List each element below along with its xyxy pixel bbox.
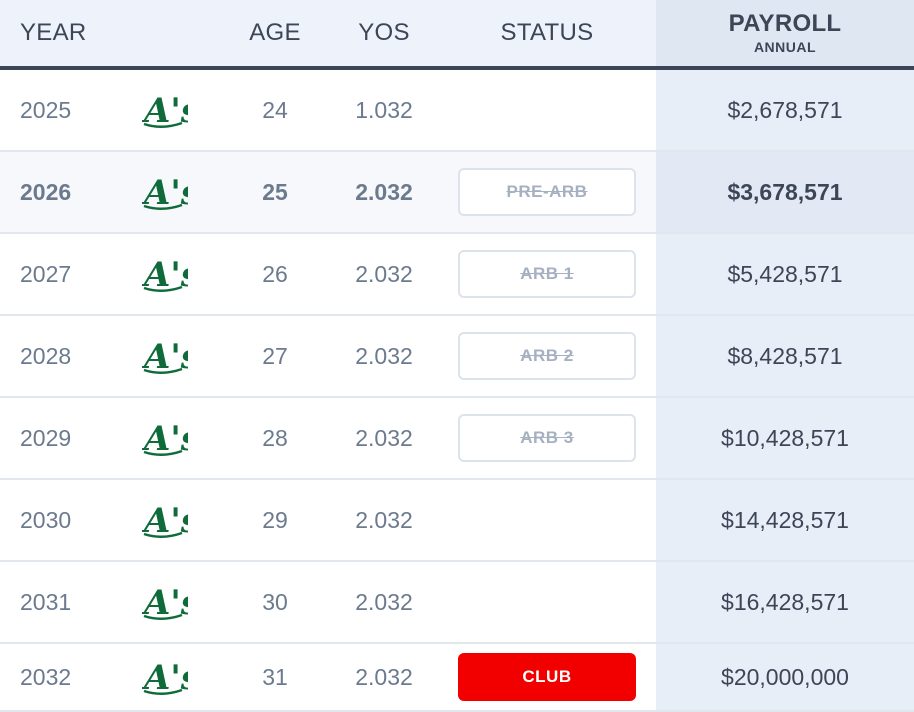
status-cell: CLUB	[458, 644, 636, 710]
year-cell: 2031	[20, 588, 72, 615]
age-cell: 29	[262, 506, 288, 533]
age-cell: 26	[262, 260, 288, 287]
age-cell: 24	[262, 96, 288, 123]
payroll-header-label: PAYROLL	[728, 10, 842, 37]
payroll-cell: $20,000,000	[721, 663, 849, 690]
status-cell	[458, 480, 636, 560]
payroll-cell: $5,428,571	[727, 260, 843, 287]
table-row: 2029 A's 28 2.032 ARB 3 $10,428,571	[0, 398, 914, 480]
year-cell: 2027	[20, 260, 72, 287]
table-row: 2025 A's 24 1.032 $2,678,571	[0, 70, 914, 152]
payroll-cell: $14,428,571	[721, 506, 849, 533]
athletics-logo-icon: A's	[142, 480, 188, 560]
yos-cell: 2.032	[355, 663, 413, 690]
table-row: 2028 A's 27 2.032 ARB 2 $8,428,571	[0, 316, 914, 398]
status-badge[interactable]: PRE-ARB	[458, 168, 636, 216]
yos-cell: 2.032	[355, 588, 413, 615]
status-badge[interactable]: ARB 3	[458, 414, 636, 462]
table-row: 2030 A's 29 2.032 $14,428,571	[0, 480, 914, 562]
status-cell: ARB 1	[458, 234, 636, 314]
age-cell: 31	[262, 663, 288, 690]
athletics-logo-icon: A's	[142, 562, 188, 642]
payroll-column-header[interactable]: PAYROLL ANNUAL	[656, 0, 914, 66]
athletics-logo-icon: A's	[142, 398, 188, 478]
athletics-logo-icon: A's	[142, 152, 188, 232]
table-header: YEAR AGE YOS STATUS PAYROLL ANNUAL	[0, 0, 914, 70]
age-cell: 30	[262, 588, 288, 615]
payroll-cell: $10,428,571	[721, 424, 849, 451]
table-row: 2031 A's 30 2.032 $16,428,571	[0, 562, 914, 644]
year-cell: 2032	[20, 663, 72, 690]
status-badge[interactable]: CLUB	[458, 653, 636, 701]
status-badge[interactable]: ARB 1	[458, 250, 636, 298]
year-cell: 2030	[20, 506, 72, 533]
age-column-header[interactable]: AGE	[249, 19, 301, 46]
athletics-logo-icon: A's	[142, 316, 188, 396]
payroll-cell: $16,428,571	[721, 588, 849, 615]
year-cell: 2029	[20, 424, 72, 451]
payroll-column-background	[656, 0, 914, 712]
table-row: 2026 A's 25 2.032 PRE-ARB $3,678,571	[0, 152, 914, 234]
payroll-cell: $2,678,571	[727, 96, 843, 123]
year-cell: 2026	[20, 178, 72, 205]
payroll-cell: $3,678,571	[656, 152, 914, 232]
age-cell: 27	[262, 342, 288, 369]
status-cell	[458, 70, 636, 150]
athletics-logo-icon: A's	[142, 234, 188, 314]
table-row: 2027 A's 26 2.032 ARB 1 $5,428,571	[0, 234, 914, 316]
age-cell: 28	[262, 424, 288, 451]
yos-cell: 2.032	[355, 260, 413, 287]
status-cell: ARB 3	[458, 398, 636, 478]
payroll-header-sublabel: ANNUAL	[753, 39, 817, 55]
yos-cell: 1.032	[355, 96, 413, 123]
yos-cell: 2.032	[355, 178, 413, 205]
athletics-logo-icon: A's	[142, 70, 188, 150]
status-column-header[interactable]: STATUS	[500, 19, 594, 46]
yos-column-header[interactable]: YOS	[358, 19, 410, 46]
status-badge[interactable]: ARB 2	[458, 332, 636, 380]
payroll-header-background	[656, 0, 914, 66]
yos-cell: 2.032	[355, 506, 413, 533]
table-row: 2032 A's 31 2.032 CLUB $20,000,000	[0, 644, 914, 712]
status-cell	[458, 562, 636, 642]
year-column-header[interactable]: YEAR	[20, 19, 87, 46]
year-cell: 2028	[20, 342, 72, 369]
payroll-cell: $8,428,571	[727, 342, 843, 369]
status-cell: ARB 2	[458, 316, 636, 396]
age-cell: 25	[262, 178, 288, 205]
athletics-logo-icon: A's	[142, 644, 188, 710]
year-cell: 2025	[20, 96, 72, 123]
yos-cell: 2.032	[355, 424, 413, 451]
yos-cell: 2.032	[355, 342, 413, 369]
status-cell: PRE-ARB	[458, 152, 636, 232]
